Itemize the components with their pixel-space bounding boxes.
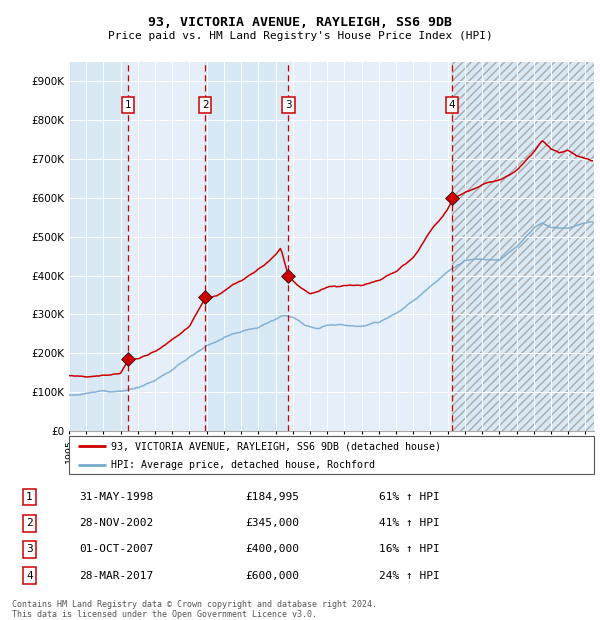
- Text: 41% ↑ HPI: 41% ↑ HPI: [379, 518, 439, 528]
- FancyBboxPatch shape: [69, 436, 594, 474]
- Bar: [69, 62, 128, 431]
- Text: 2: 2: [202, 100, 208, 110]
- Text: £400,000: £400,000: [245, 544, 299, 554]
- Text: 2: 2: [26, 518, 33, 528]
- Bar: [128, 62, 205, 431]
- Text: 4: 4: [449, 100, 455, 110]
- Text: 28-MAR-2017: 28-MAR-2017: [79, 570, 153, 580]
- Text: £184,995: £184,995: [245, 492, 299, 502]
- Bar: [452, 62, 594, 431]
- Bar: [289, 62, 452, 431]
- Bar: [452, 62, 594, 431]
- Text: 16% ↑ HPI: 16% ↑ HPI: [379, 544, 439, 554]
- Text: 1: 1: [125, 100, 131, 110]
- Text: 93, VICTORIA AVENUE, RAYLEIGH, SS6 9DB (detached house): 93, VICTORIA AVENUE, RAYLEIGH, SS6 9DB (…: [111, 441, 441, 451]
- Text: HPI: Average price, detached house, Rochford: HPI: Average price, detached house, Roch…: [111, 459, 375, 470]
- Text: £345,000: £345,000: [245, 518, 299, 528]
- Text: 93, VICTORIA AVENUE, RAYLEIGH, SS6 9DB: 93, VICTORIA AVENUE, RAYLEIGH, SS6 9DB: [148, 16, 452, 29]
- Text: 28-NOV-2002: 28-NOV-2002: [79, 518, 153, 528]
- Bar: [205, 62, 289, 431]
- Text: 61% ↑ HPI: 61% ↑ HPI: [379, 492, 439, 502]
- Text: 24% ↑ HPI: 24% ↑ HPI: [379, 570, 439, 580]
- Text: Price paid vs. HM Land Registry's House Price Index (HPI): Price paid vs. HM Land Registry's House …: [107, 31, 493, 41]
- Text: 4: 4: [26, 570, 33, 580]
- Text: Contains HM Land Registry data © Crown copyright and database right 2024.: Contains HM Land Registry data © Crown c…: [12, 600, 377, 609]
- Text: 1: 1: [26, 492, 33, 502]
- Text: This data is licensed under the Open Government Licence v3.0.: This data is licensed under the Open Gov…: [12, 610, 317, 619]
- Text: £600,000: £600,000: [245, 570, 299, 580]
- Text: 01-OCT-2007: 01-OCT-2007: [79, 544, 153, 554]
- Text: 3: 3: [285, 100, 292, 110]
- Text: 3: 3: [26, 544, 33, 554]
- Text: 31-MAY-1998: 31-MAY-1998: [79, 492, 153, 502]
